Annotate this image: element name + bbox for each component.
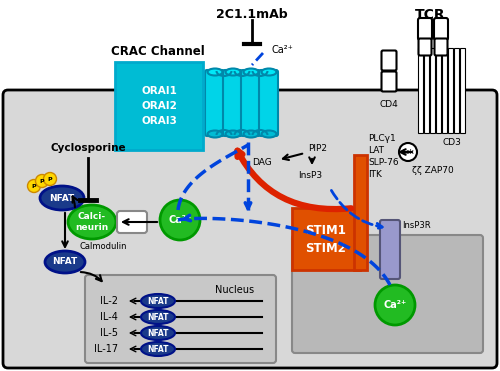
FancyBboxPatch shape [223,70,242,136]
Bar [354,155,367,270]
Circle shape [28,180,40,193]
FancyBboxPatch shape [382,50,396,70]
Text: IL-17: IL-17 [94,344,118,354]
Circle shape [399,143,417,161]
Text: NFAT: NFAT [148,345,169,354]
Ellipse shape [226,131,240,138]
FancyBboxPatch shape [424,48,429,133]
FancyBboxPatch shape [241,70,260,136]
Circle shape [375,285,415,325]
Text: Ca²⁺: Ca²⁺ [168,215,192,225]
Text: IL-5: IL-5 [100,328,118,338]
FancyBboxPatch shape [430,48,435,133]
FancyBboxPatch shape [442,48,447,133]
FancyBboxPatch shape [418,48,423,133]
Ellipse shape [208,131,222,138]
Circle shape [36,174,49,187]
FancyBboxPatch shape [292,208,360,270]
Ellipse shape [262,69,276,76]
Text: P: P [32,184,36,188]
Text: NFAT: NFAT [148,328,169,338]
Text: Nucleus: Nucleus [216,285,254,295]
FancyBboxPatch shape [259,70,278,136]
Text: Calmodulin: Calmodulin [80,242,127,251]
Text: NFAT: NFAT [148,312,169,322]
Text: Ca²⁺: Ca²⁺ [272,45,294,55]
Ellipse shape [141,310,175,324]
FancyBboxPatch shape [115,62,203,150]
Text: NFAT: NFAT [50,194,74,203]
Text: CRAC Channel: CRAC Channel [111,45,205,58]
FancyBboxPatch shape [292,235,483,353]
Ellipse shape [262,131,276,138]
Text: TCR: TCR [414,8,446,22]
FancyBboxPatch shape [205,70,224,136]
Text: InsP3: InsP3 [298,171,322,180]
FancyBboxPatch shape [436,48,441,133]
Text: IL-4: IL-4 [100,312,118,322]
Text: IL-2: IL-2 [100,296,118,306]
Circle shape [44,173,57,186]
Circle shape [160,200,200,240]
Ellipse shape [226,69,240,76]
Text: NFAT: NFAT [148,296,169,305]
FancyBboxPatch shape [434,39,448,56]
Text: CD3: CD3 [442,138,462,147]
Ellipse shape [45,251,85,273]
Text: DAG: DAG [252,158,272,167]
FancyBboxPatch shape [418,18,432,40]
FancyBboxPatch shape [85,275,276,363]
Ellipse shape [208,69,222,76]
Text: SLP-76: SLP-76 [368,158,398,167]
Ellipse shape [40,186,84,210]
FancyBboxPatch shape [380,220,400,279]
Text: PLCγ1: PLCγ1 [368,134,396,142]
Text: Calci-
neurin: Calci- neurin [76,212,108,232]
Ellipse shape [141,326,175,340]
Text: InsP3R: InsP3R [402,220,430,230]
Ellipse shape [244,131,258,138]
Text: STIM1
STIM2: STIM1 STIM2 [306,223,346,255]
Text: PIP2: PIP2 [308,144,328,152]
Text: P: P [40,178,44,184]
FancyBboxPatch shape [418,39,432,56]
Text: Ca²⁺: Ca²⁺ [384,300,406,310]
Ellipse shape [68,205,116,239]
Text: LAT: LAT [368,145,384,154]
FancyBboxPatch shape [3,90,497,368]
FancyBboxPatch shape [434,18,448,40]
Text: P: P [48,177,52,181]
Text: CD4: CD4 [380,100,398,109]
Text: ITK: ITK [368,170,382,178]
Text: Cyclosporine: Cyclosporine [50,143,126,153]
Ellipse shape [141,342,175,356]
Text: 2C1.1mAb: 2C1.1mAb [216,8,288,21]
FancyBboxPatch shape [454,48,459,133]
Ellipse shape [141,294,175,308]
Text: ORAI1
ORAI2
ORAI3: ORAI1 ORAI2 ORAI3 [141,86,177,126]
Text: ζζ ZAP70: ζζ ZAP70 [412,165,454,174]
Text: Lck: Lck [402,149,414,155]
Ellipse shape [244,69,258,76]
FancyBboxPatch shape [117,211,147,233]
Text: NFAT: NFAT [52,257,78,266]
FancyBboxPatch shape [448,48,453,133]
FancyBboxPatch shape [382,72,396,92]
FancyBboxPatch shape [460,48,465,133]
